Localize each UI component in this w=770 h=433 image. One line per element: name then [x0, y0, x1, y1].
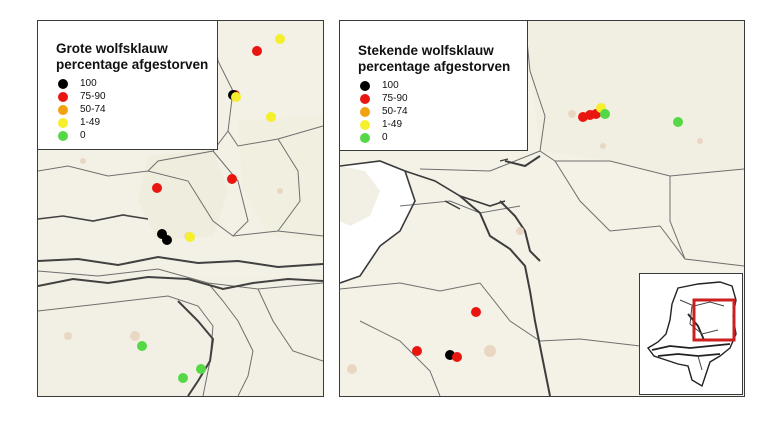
site-marker-100	[162, 235, 172, 245]
site-marker-0	[137, 341, 147, 351]
site-marker-75-90	[591, 109, 601, 119]
left-map-panel: Grote wolfsklauw percentage afgestorven …	[37, 20, 324, 397]
right-legend-title-line1: Stekende wolfsklauw	[358, 43, 494, 58]
legend-swatch-1-49	[360, 119, 370, 130]
site-marker-75-90	[578, 112, 588, 122]
site-marker-0	[673, 117, 683, 127]
legend-label: 50-74	[80, 104, 106, 115]
site-marker-100	[157, 229, 167, 239]
site-marker-75-90	[585, 110, 595, 120]
legend-label: 1-49	[382, 119, 403, 130]
site-marker-1-49	[231, 92, 241, 102]
site-marker-1-49	[275, 34, 285, 44]
legend-label: 0	[80, 130, 86, 141]
right-legend-rows: 100 75-90 50-74 1-49 0	[360, 79, 408, 144]
site-marker-75-90	[471, 307, 481, 317]
site-marker-75-90	[252, 46, 262, 56]
site-marker-75-90	[227, 174, 237, 184]
legend-swatch-75-90	[360, 93, 370, 104]
legend-row-100: 100	[58, 77, 106, 90]
site-marker-100	[445, 350, 455, 360]
site-marker-1-49	[185, 232, 195, 242]
legend-row-0: 0	[360, 131, 408, 144]
site-marker-1-49	[266, 112, 276, 122]
legend-label: 0	[382, 132, 388, 143]
legend-swatch-50-74	[360, 106, 370, 117]
site-marker-75-90	[452, 352, 462, 362]
legend-swatch-75-90	[58, 91, 68, 102]
legend-row-0: 0	[58, 129, 106, 142]
left-legend-title-line2: percentage afgestorven	[56, 57, 209, 72]
legend-row-75-90: 75-90	[360, 92, 408, 105]
legend-swatch-100	[58, 78, 68, 89]
legend-label: 50-74	[382, 106, 408, 117]
left-legend-rows: 100 75-90 50-74 1-49 0	[58, 77, 106, 142]
site-marker-0	[178, 373, 188, 383]
site-marker-75-90	[152, 183, 162, 193]
netherlands-inset-map	[639, 273, 743, 395]
site-marker-75-90	[412, 346, 422, 356]
legend-row-100: 100	[360, 79, 408, 92]
legend-row-50-74: 50-74	[360, 105, 408, 118]
netherlands-outline	[646, 281, 737, 388]
right-legend-title-line2: percentage afgestorven	[358, 59, 511, 74]
legend-swatch-50-74	[58, 104, 68, 115]
legend-label: 1-49	[80, 117, 101, 128]
legend-label: 100	[80, 78, 97, 89]
site-marker-0	[196, 364, 206, 374]
inset-highlight-box	[692, 298, 736, 342]
legend-label: 75-90	[382, 93, 408, 104]
legend-swatch-0	[58, 130, 68, 141]
right-legend-title: Stekende wolfsklauw percentage afgestorv…	[358, 43, 510, 75]
legend-row-1-49: 1-49	[360, 118, 408, 131]
legend-swatch-100	[360, 80, 370, 91]
legend-swatch-1-49	[58, 117, 68, 128]
left-legend-title: Grote wolfsklauw percentage afgestorven	[56, 41, 208, 73]
left-map-legend: Grote wolfsklauw percentage afgestorven …	[38, 21, 218, 150]
legend-label: 75-90	[80, 91, 106, 102]
site-marker-0	[600, 109, 610, 119]
legend-row-1-49: 1-49	[58, 116, 106, 129]
legend-swatch-0	[360, 132, 370, 143]
legend-label: 100	[382, 80, 399, 91]
legend-row-50-74: 50-74	[58, 103, 106, 116]
right-map-legend: Stekende wolfsklauw percentage afgestorv…	[340, 21, 528, 151]
legend-row-75-90: 75-90	[58, 90, 106, 103]
left-legend-title-line1: Grote wolfsklauw	[56, 41, 168, 56]
site-marker-1-49	[596, 103, 606, 113]
